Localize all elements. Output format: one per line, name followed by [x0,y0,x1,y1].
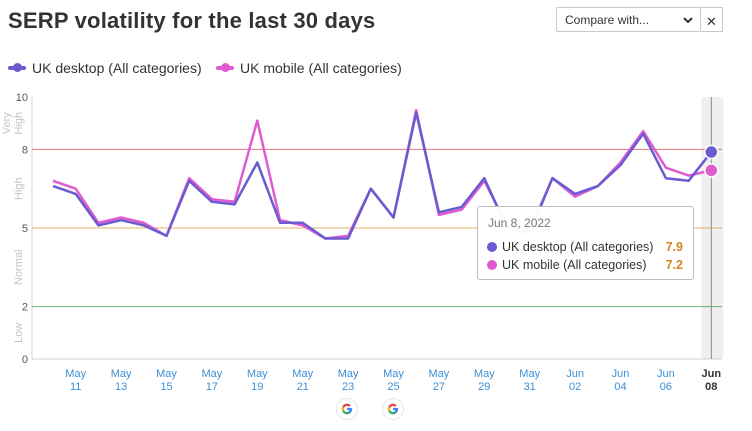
x-tick-month: Jun [612,368,630,380]
x-tick-day: 08 [705,381,717,393]
zone-label: Normal [13,250,25,285]
x-tick-day: 21 [297,381,309,393]
x-tick-month: Jun [566,368,584,380]
x-tick-month: May [383,368,404,380]
tooltip-dot-desktop [487,242,497,252]
legend-label-desktop: UK desktop (All categories) [32,60,202,76]
x-tick-month: Jun [657,368,675,380]
x-tick-day: 17 [206,381,218,393]
tooltip: Jun 8, 2022 UK desktop (All categories) … [477,206,694,280]
y-tick-label: 0 [22,354,28,366]
x-tick-month: Jun [702,368,722,380]
x-tick-day: 11 [70,381,81,393]
tooltip-dot-mobile [487,260,497,270]
tooltip-series-name: UK mobile (All categories) [502,258,647,272]
compare-with-dropdown[interactable]: Compare with... [556,7,701,32]
x-tick-day: 13 [115,381,127,393]
highlight-band [701,97,724,359]
x-tick-month: May [519,368,540,380]
y-tick-label: 2 [22,302,28,314]
y-tick-label: 10 [16,92,28,104]
x-tick-month: May [156,368,177,380]
x-tick-day: 04 [614,381,626,393]
page-title: SERP volatility for the last 30 days [8,8,376,33]
x-tick-day: 27 [433,381,445,393]
x-tick-month: May [111,368,132,380]
legend-swatch-mobile [216,63,234,72]
x-tick-month: May [202,368,223,380]
chevron-down-icon [683,17,693,24]
highlighted-point [704,144,719,160]
google-icon[interactable] [337,399,357,419]
x-tick-day: 19 [251,381,263,393]
zone-label: Very [1,112,13,135]
x-tick-month: May [338,368,359,380]
google-logo [341,403,353,415]
zone-label: High [13,177,25,200]
x-tick-day: 23 [342,381,354,393]
highlighted-point [704,163,719,178]
tooltip-series-value: 7.2 [665,258,683,272]
x-tick-day: 06 [660,381,672,393]
tooltip-series-name: UK desktop (All categories) [502,240,654,254]
x-tick-month: May [292,368,313,380]
zone-label: Low [13,323,25,343]
legend-label-mobile: UK mobile (All categories) [240,60,402,76]
x-tick-day: 31 [524,381,536,393]
google-icon[interactable] [383,399,403,419]
close-button[interactable]: ✕ [701,7,723,32]
legend-swatch-desktop [8,63,26,72]
tooltip-series-value: 7.9 [665,240,683,254]
google-logo [387,403,399,415]
x-tick-month: May [429,368,450,380]
close-icon: ✕ [706,14,717,29]
x-tick-month: May [65,368,86,380]
x-tick-day: 25 [387,381,399,393]
x-tick-month: May [247,368,268,380]
x-tick-day: 29 [478,381,490,393]
x-tick-month: May [474,368,495,380]
x-tick-day: 15 [160,381,172,393]
compare-with-label: Compare with... [565,13,650,27]
y-tick-label: 5 [22,223,28,235]
y-tick-label: 8 [22,144,28,156]
x-tick-day: 02 [569,381,581,393]
tooltip-date: Jun 8, 2022 [488,216,551,230]
zone-label: High [13,112,25,135]
